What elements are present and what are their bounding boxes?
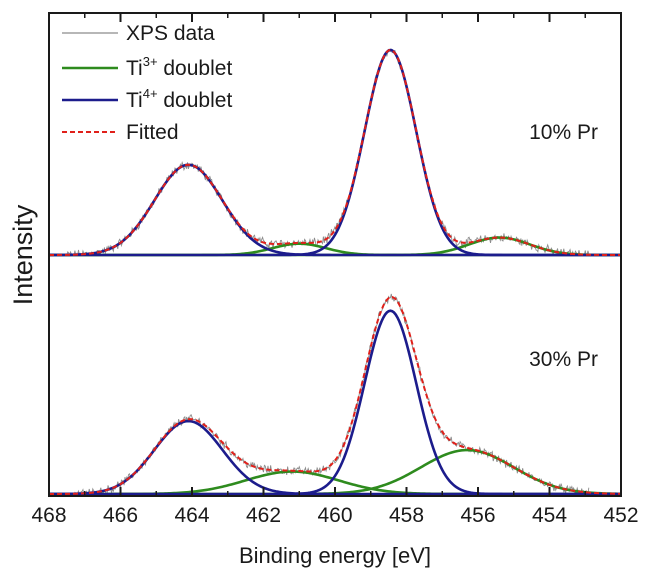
xps-data-line [66,48,590,257]
x-tick-label: 462 [246,504,281,527]
fitted-line [49,48,621,256]
panel-label: 30% Pr [529,348,598,371]
ti4-doublet-line [49,419,621,496]
x-tick-label: 466 [103,504,138,527]
ti4-doublet-line [49,309,621,496]
x-tick-label: 452 [603,504,638,527]
panel-label: 10% Pr [529,121,598,144]
xps-data-line [66,293,590,496]
x-tick-label: 464 [174,504,209,527]
ti4-doublet-line [49,48,621,257]
legend-label-xps: XPS data [126,22,215,45]
panel-10pr: 10% Pr [49,48,621,257]
x-axis-label: Binding energy [eV] [239,543,431,568]
x-tick-label: 454 [532,504,567,527]
axes: 468 466 464 462 460 458 456 454 452 Binding energ… [8,12,639,568]
x-tick-label: 458 [389,504,424,527]
legend-label-ti4: Ti4+ doublet [126,86,232,112]
y-axis-label: Intensity [8,204,38,305]
ti4-doublet-line [49,163,621,257]
x-tick-label: 456 [460,504,495,527]
x-tick-label: 468 [31,504,66,527]
x-tick-label: 460 [317,504,352,527]
legend-label-fit: Fitted [126,121,179,144]
legend-label-ti3: Ti3+ doublet [126,54,232,80]
panel-30pr: 30% Pr [49,293,622,496]
fitted-line [49,296,622,495]
legend: XPS data Ti3+ doublet Ti4+ doublet Fitted [62,22,232,144]
